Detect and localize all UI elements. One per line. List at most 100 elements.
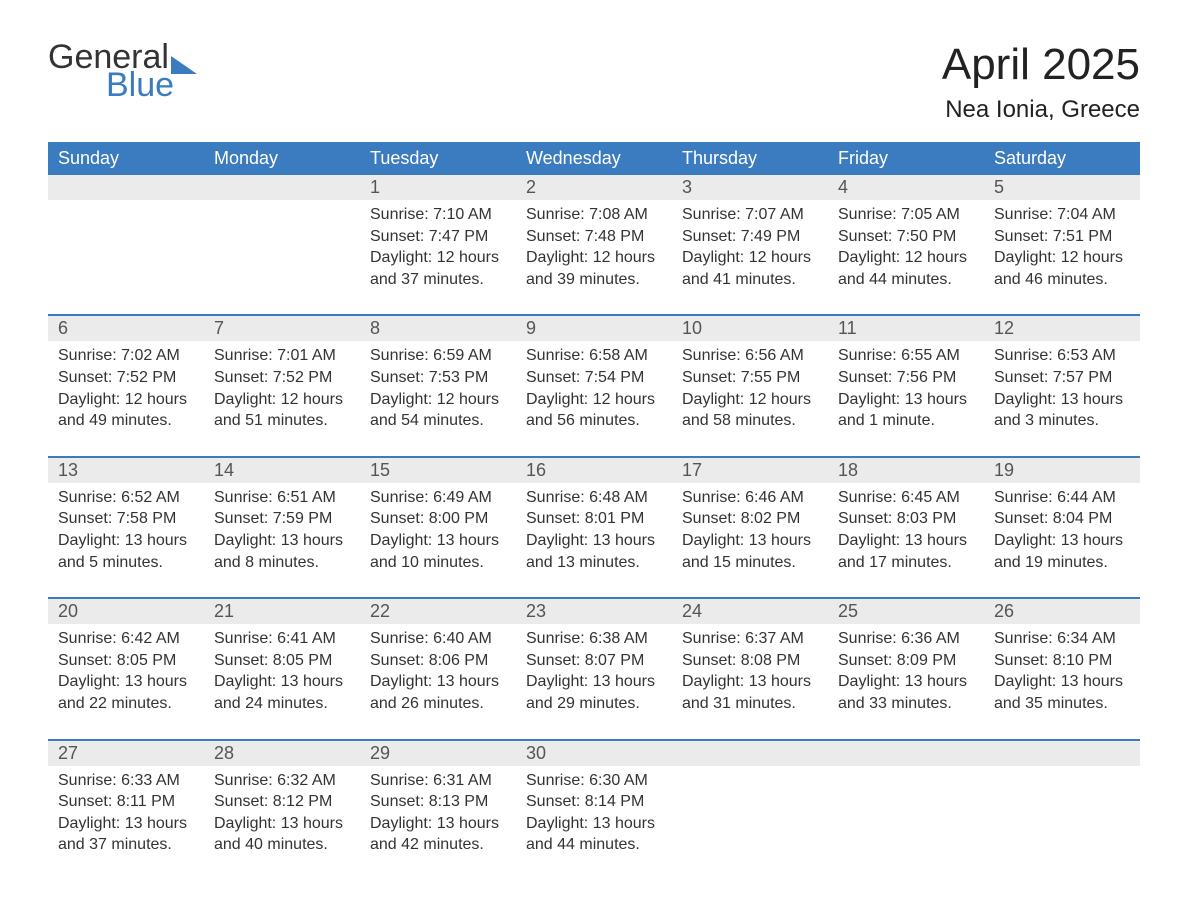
calendar-day-cell: 15Sunrise: 6:49 AMSunset: 8:00 PMDayligh… [360,457,516,598]
day-details: Sunrise: 7:10 AMSunset: 7:47 PMDaylight:… [370,204,506,290]
calendar-week-row: 13Sunrise: 6:52 AMSunset: 7:58 PMDayligh… [48,457,1140,598]
calendar-day-cell: 5Sunrise: 7:04 AMSunset: 7:51 PMDaylight… [984,175,1140,315]
day-number: 20 [48,599,204,624]
calendar-day-cell: 16 Sunrise: 6:48 AMSunset: 8:01 PMDayligh… [516,457,672,598]
calendar-day-cell: 12Sunrise: 6:53 AMSunset: 7:57 PMDayligh… [984,315,1140,456]
daylight-line: Daylight: 13 hours and 40 minutes. [214,813,350,856]
sunrise-line: Sunrise: 6:59 AM [370,345,506,367]
day-details: Sunrise: 6:59 AMSunset: 7:53 PMDaylight:… [370,345,506,431]
calendar-day-cell: 20Sunrise: 6:42 AMSunset: 8:05 PMDayligh… [48,598,204,739]
day-details: Sunrise: 6:38 AMSunset: 8:07 PMDaylight:… [526,628,662,714]
calendar-day-cell [204,175,360,315]
day-number: 10 [672,316,828,341]
location-text: Nea Ionia, Greece [942,96,1140,124]
day-number: 21 [204,599,360,624]
daylight-line: Daylight: 13 hours and 26 minutes. [370,671,506,714]
day-details: Sunrise: 7:08 AMSunset: 7:48 PMDaylight:… [526,204,662,290]
sunset-line: Sunset: 8:10 PM [994,650,1130,672]
day-number: 8 [360,316,516,341]
sunset-line: Sunset: 7:49 PM [682,226,818,248]
logo: General Blue [48,40,197,102]
day-details: Sunrise: 6:52 AMSunset: 7:58 PMDaylight:… [58,487,194,573]
day-details: Sunrise: 6:44 AMSunset: 8:04 PMDaylight:… [994,487,1130,573]
sunrise-line: Sunrise: 6:41 AM [214,628,350,650]
calendar-day-cell [48,175,204,315]
day-number: 16 [516,458,672,483]
calendar-week-row: 20Sunrise: 6:42 AMSunset: 8:05 PMDayligh… [48,598,1140,739]
sunset-line: Sunset: 7:55 PM [682,367,818,389]
day-details: Sunrise: 6:40 AMSunset: 8:06 PMDaylight:… [370,628,506,714]
sunset-line: Sunset: 8:07 PM [526,650,662,672]
weekday-header: Tuesday [360,142,516,175]
sunrise-line: Sunrise: 6:44 AM [994,487,1130,509]
daylight-line: Daylight: 13 hours and 15 minutes. [682,530,818,573]
sunset-line: Sunset: 7:54 PM [526,367,662,389]
day-number: 14 [204,458,360,483]
sunrise-line: Sunrise: 6:30 AM [526,770,662,792]
sunrise-line: Sunrise: 7:02 AM [58,345,194,367]
calendar-day-cell: 30Sunrise: 6:30 AMSunset: 8:14 PMDayligh… [516,740,672,880]
calendar-day-cell: 6 Sunrise: 7:02 AMSunset: 7:52 PMDaylight… [48,315,204,456]
day-number: 4 [828,175,984,200]
calendar-day-cell: 7Sunrise: 7:01 AMSunset: 7:52 PMDaylight… [204,315,360,456]
calendar-day-cell: 26Sunrise: 6:34 AMSunset: 8:10 PMDayligh… [984,598,1140,739]
day-details: Sunrise: 6:49 AMSunset: 8:00 PMDaylight:… [370,487,506,573]
calendar-day-cell: 1Sunrise: 7:10 AMSunset: 7:47 PMDaylight… [360,175,516,315]
day-details: Sunrise: 7:05 AMSunset: 7:50 PMDaylight:… [838,204,974,290]
daylight-line: Daylight: 12 hours and 51 minutes. [214,389,350,432]
page-header: General Blue April 2025 Nea Ionia, Greec… [48,40,1140,124]
calendar-day-cell: 25 Sunrise: 6:36 AMSunset: 8:09 PMDayligh… [828,598,984,739]
calendar-day-cell: 14Sunrise: 6:51 AMSunset: 7:59 PMDayligh… [204,457,360,598]
day-details: Sunrise: 6:37 AMSunset: 8:08 PMDaylight:… [682,628,818,714]
calendar-day-cell: 29Sunrise: 6:31 AMSunset: 8:13 PMDayligh… [360,740,516,880]
day-number: 25 [828,599,984,624]
day-number [984,741,1140,766]
daylight-line: Daylight: 13 hours and 35 minutes. [994,671,1130,714]
day-details: Sunrise: 6:48 AMSunset: 8:01 PMDaylight:… [526,487,662,573]
calendar-header-row: SundayMondayTuesdayWednesdayThursdayFrid… [48,142,1140,175]
weekday-header: Wednesday [516,142,672,175]
sunset-line: Sunset: 8:09 PM [838,650,974,672]
day-number: 3 [672,175,828,200]
daylight-line: Daylight: 13 hours and 3 minutes. [994,389,1130,432]
calendar-day-cell: 21Sunrise: 6:41 AMSunset: 8:05 PMDayligh… [204,598,360,739]
sunset-line: Sunset: 7:48 PM [526,226,662,248]
calendar-day-cell [828,740,984,880]
sunrise-line: Sunrise: 6:48 AM [526,487,662,509]
daylight-line: Daylight: 12 hours and 41 minutes. [682,247,818,290]
calendar-day-cell: 28Sunrise: 6:32 AMSunset: 8:12 PMDayligh… [204,740,360,880]
sunset-line: Sunset: 7:58 PM [58,508,194,530]
sunset-line: Sunset: 7:52 PM [214,367,350,389]
calendar-day-cell: 10Sunrise: 6:56 AMSunset: 7:55 PMDayligh… [672,315,828,456]
day-details: Sunrise: 6:36 AMSunset: 8:09 PMDaylight:… [838,628,974,714]
daylight-line: Daylight: 13 hours and 8 minutes. [214,530,350,573]
sunrise-line: Sunrise: 6:38 AM [526,628,662,650]
sunrise-line: Sunrise: 6:33 AM [58,770,194,792]
sunrise-line: Sunrise: 6:53 AM [994,345,1130,367]
day-number [48,175,204,200]
calendar-week-row: 6Sunrise: 7:02 AMSunset: 7:52 PMDaylight… [48,315,1140,456]
day-number: 22 [360,599,516,624]
logo-text-blue: Blue [106,68,197,102]
sunset-line: Sunset: 7:52 PM [58,367,194,389]
sunrise-line: Sunrise: 6:46 AM [682,487,818,509]
daylight-line: Daylight: 13 hours and 17 minutes. [838,530,974,573]
sunrise-line: Sunrise: 7:01 AM [214,345,350,367]
day-number: 17 [672,458,828,483]
sunset-line: Sunset: 7:51 PM [994,226,1130,248]
sunset-line: Sunset: 7:50 PM [838,226,974,248]
daylight-line: Daylight: 13 hours and 10 minutes. [370,530,506,573]
daylight-line: Daylight: 13 hours and 31 minutes. [682,671,818,714]
weekday-header: Friday [828,142,984,175]
sunset-line: Sunset: 8:06 PM [370,650,506,672]
day-number: 23 [516,599,672,624]
calendar-table: SundayMondayTuesdayWednesdayThursdayFrid… [48,142,1140,880]
day-number: 12 [984,316,1140,341]
day-number: 6 [48,316,204,341]
daylight-line: Daylight: 13 hours and 22 minutes. [58,671,194,714]
daylight-line: Daylight: 13 hours and 1 minute. [838,389,974,432]
day-number [828,741,984,766]
sunset-line: Sunset: 7:59 PM [214,508,350,530]
day-details: Sunrise: 7:02 AMSunset: 7:52 PMDaylight:… [58,345,194,431]
daylight-line: Daylight: 13 hours and 37 minutes. [58,813,194,856]
